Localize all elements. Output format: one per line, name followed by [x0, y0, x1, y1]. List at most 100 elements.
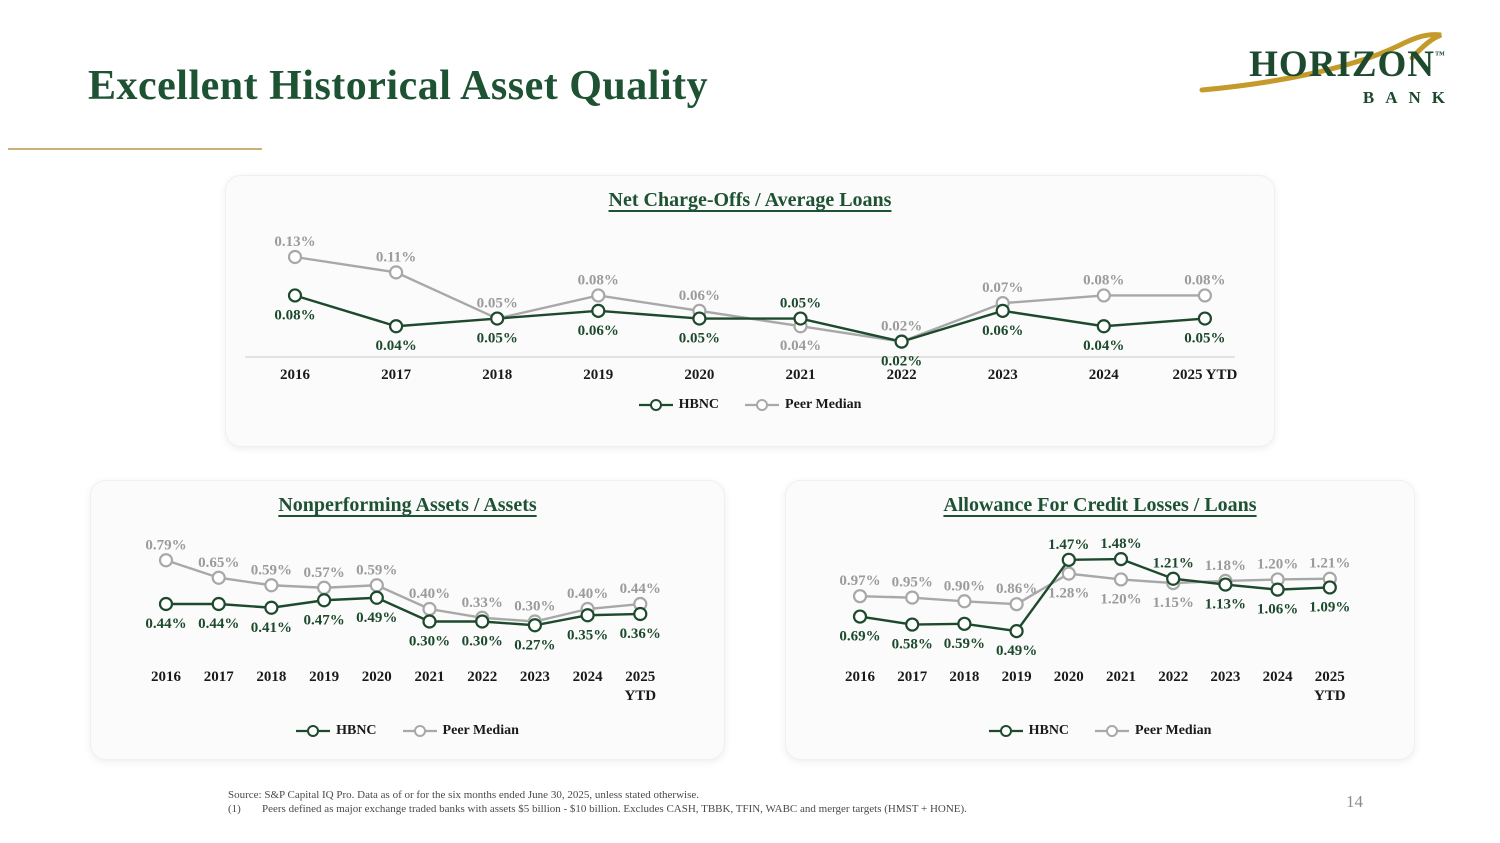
hbnc-marker: [1096, 319, 1111, 334]
hbnc-data-label: 0.35%: [567, 627, 608, 643]
hbnc-data-label: 0.05%: [780, 296, 821, 312]
hbnc-data-label: 0.30%: [462, 634, 503, 650]
hbnc-marker: [1197, 311, 1213, 326]
peer-marker: [211, 570, 226, 585]
x-axis-label: 2022: [1158, 669, 1188, 685]
peer-marker: [905, 590, 920, 605]
x-axis-label: 2018: [482, 367, 512, 383]
chart-title-allowance-credit-losses: Allowance For Credit Losses / Loans: [943, 494, 1257, 516]
hbnc-data-label: 0.06%: [982, 323, 1023, 339]
x-axis-label: 2023: [1210, 669, 1240, 685]
peer-data-label: 1.20%: [1257, 556, 1298, 572]
x-axis-label: 2019: [309, 669, 339, 685]
peer-data-label: 0.08%: [578, 272, 619, 288]
hbnc-data-label: 0.69%: [839, 629, 880, 645]
x-axis-label: 2024: [573, 669, 604, 685]
page-title: Excellent Historical Asset Quality: [88, 63, 709, 109]
x-axis-label: 2024: [1263, 669, 1294, 685]
x-axis-label: 2022: [467, 669, 497, 685]
peer-data-label: 0.33%: [462, 595, 503, 611]
peer-data-label: 0.95%: [892, 575, 933, 591]
hbnc-marker: [580, 608, 595, 623]
x-axis-label: 2025 YTD: [1172, 367, 1237, 383]
hbnc-marker: [692, 311, 707, 326]
footnote-text: Peers defined as major exchange traded b…: [262, 803, 967, 815]
logo-swoosh-icon: [1199, 32, 1442, 93]
x-axis-label: 2021: [1106, 669, 1136, 685]
peer-marker: [591, 288, 606, 303]
peer-data-label: 0.57%: [303, 565, 344, 581]
legend-item-peer-median: Peer Median: [1095, 723, 1211, 739]
hbnc-data-label: 0.05%: [477, 331, 518, 347]
peer-data-label: 1.15%: [1153, 595, 1194, 611]
peer-data-label: 0.11%: [376, 249, 416, 265]
hbnc-marker: [591, 303, 606, 318]
hbnc-data-label: 0.05%: [679, 331, 720, 347]
hbnc-data-label: 0.49%: [356, 610, 397, 626]
peer-data-label: 0.44%: [620, 581, 661, 597]
legend-label-hbnc: HBNC: [336, 723, 377, 738]
peer-data-label: 0.90%: [944, 578, 985, 594]
peer-data-label: 0.59%: [356, 562, 397, 578]
x-axis-label: 2016: [280, 367, 311, 383]
hbnc-marker: [211, 596, 226, 612]
chart-title-nonperforming-assets: Nonperforming Assets / Assets: [278, 494, 537, 516]
peer-median-line: [859, 572, 1330, 606]
x-axis-label: 2025: [625, 669, 655, 685]
hbnc-data-label: 1.48%: [1100, 536, 1141, 552]
hbnc-marker: [894, 334, 909, 349]
peer-line-marker-icon: [402, 725, 437, 737]
legend-label-hbnc: HBNC: [1028, 723, 1070, 738]
peer-data-label: 1.21%: [1309, 556, 1350, 572]
footnote-number: (1): [228, 803, 241, 815]
x-axis-label: 2025: [1315, 669, 1345, 685]
peer-data-label: 0.30%: [514, 599, 555, 615]
logo-wordmark: HORIZON™: [1200, 36, 1445, 85]
peer-data-label: 0.86%: [996, 581, 1037, 597]
peer-data-label: 1.28%: [1048, 586, 1089, 602]
footnote-peers-definition: (1) Peers defined as major exchange trad…: [228, 802, 967, 816]
hbnc-marker: [1061, 552, 1076, 567]
peer-marker: [369, 578, 384, 593]
x-axis-label: 2021: [415, 669, 445, 685]
hbnc-data-label: 0.44%: [198, 616, 239, 632]
chart-panel-nonperforming-assets: Nonperforming Assets / Assets 0.79% 0.44%…: [90, 480, 725, 760]
hbnc-marker: [793, 311, 808, 326]
hbnc-marker: [422, 614, 437, 629]
hbnc-data-label: 0.36%: [620, 626, 661, 642]
x-axis-label: YTD: [624, 688, 656, 704]
chart-panel-allowance-credit-losses: Allowance For Credit Losses / Loans 0.97…: [785, 480, 1415, 760]
peer-data-label: 0.06%: [679, 288, 720, 304]
x-axis-label: 2019: [1002, 669, 1032, 685]
peer-data-label: 0.05%: [477, 296, 518, 312]
hbnc-line-marker-icon: [638, 399, 673, 411]
peer-data-label: 0.08%: [1083, 272, 1124, 288]
peer-line-marker-icon: [745, 399, 780, 411]
peer-data-label: 0.40%: [567, 586, 608, 602]
x-axis-label: 2022: [887, 367, 917, 383]
hbnc-data-label: 0.49%: [996, 643, 1037, 659]
chart-legend: HBNC Peer Median: [638, 397, 861, 413]
x-axis-label: 2016: [151, 669, 182, 685]
hbnc-data-label: 0.58%: [892, 637, 933, 653]
line-chart-nonperforming-assets: 0.79% 0.44% 2016 0.65% 0.44% 2017 0.59% 0.41% 20…: [145, 537, 661, 704]
peer-line-marker-icon: [1095, 725, 1130, 737]
peer-marker: [287, 249, 303, 265]
legend-label-hbnc: HBNC: [678, 397, 720, 412]
legend-label-peer-median: Peer Median: [1135, 723, 1212, 738]
hbnc-data-label: 0.44%: [145, 616, 186, 632]
hbnc-marker: [158, 596, 174, 612]
hbnc-data-label: 1.13%: [1205, 597, 1246, 613]
peer-data-label: 0.97%: [839, 573, 880, 589]
hbnc-marker: [369, 590, 384, 605]
legend-item-hbnc: HBNC: [296, 723, 377, 739]
peer-data-label: 0.07%: [982, 280, 1023, 296]
hbnc-marker: [633, 606, 648, 622]
x-axis-label: 2018: [949, 669, 979, 685]
hbnc-data-label: 0.05%: [1184, 331, 1225, 347]
hbnc-marker: [905, 617, 920, 632]
logo-text: HORIZON: [1249, 44, 1435, 85]
hbnc-marker: [1166, 571, 1181, 586]
hbnc-data-label: 1.09%: [1309, 599, 1350, 615]
hbnc-line: [294, 294, 1205, 343]
